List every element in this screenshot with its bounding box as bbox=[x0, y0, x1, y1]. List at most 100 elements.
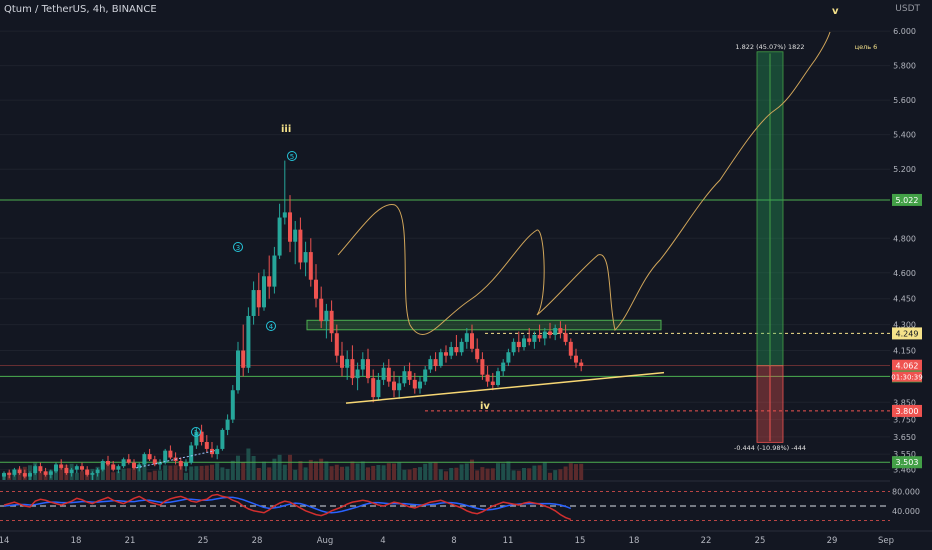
candle-body bbox=[142, 454, 147, 465]
volume-bar bbox=[563, 466, 568, 480]
volume-bar bbox=[433, 462, 438, 480]
price-label-box bbox=[892, 404, 922, 417]
volume-bar bbox=[511, 470, 516, 480]
volume-bar bbox=[303, 467, 308, 480]
candle-body bbox=[376, 379, 381, 398]
volume-bar bbox=[59, 466, 64, 480]
candle-body bbox=[490, 381, 495, 386]
volume-bar bbox=[168, 465, 173, 480]
candle-body bbox=[433, 359, 438, 367]
x-tick-label: 18 bbox=[71, 536, 82, 546]
volume-bar bbox=[464, 463, 469, 480]
volume-bar bbox=[392, 463, 396, 480]
volume-bar bbox=[568, 463, 573, 480]
candle-body bbox=[33, 466, 38, 474]
candle-body bbox=[100, 461, 105, 470]
price-label-text: 3.503 bbox=[896, 458, 919, 467]
volume-bar bbox=[204, 465, 209, 480]
candle-body bbox=[464, 333, 469, 342]
wave-circle-number-5: 5 bbox=[290, 153, 294, 161]
x-tick-label: 29 bbox=[827, 536, 838, 546]
candle-body bbox=[355, 369, 360, 379]
candle-body bbox=[199, 431, 204, 443]
volume-bar bbox=[558, 469, 563, 480]
y-tick-label: 5.600 bbox=[893, 96, 916, 105]
candle-body bbox=[194, 431, 199, 446]
volume-bar bbox=[480, 467, 485, 480]
volume-bar bbox=[501, 463, 506, 480]
wave-circle-marker bbox=[233, 242, 243, 252]
candle-body bbox=[314, 279, 318, 299]
price-label-text: 4.249 bbox=[896, 329, 919, 338]
candle-body bbox=[277, 217, 282, 256]
candle-body bbox=[137, 464, 142, 468]
volume-bar bbox=[475, 470, 480, 480]
x-tick-label: 18 bbox=[629, 536, 640, 546]
volume-bar bbox=[132, 466, 136, 480]
candle-body bbox=[204, 442, 209, 449]
volume-bar bbox=[522, 468, 526, 480]
volume-bar bbox=[371, 465, 376, 480]
volume-bar bbox=[366, 467, 370, 480]
x-tick-label: 8 bbox=[451, 536, 456, 546]
candle-body bbox=[12, 469, 17, 475]
candle-body bbox=[54, 464, 58, 472]
volume-bar bbox=[532, 465, 537, 480]
wave-circle-marker bbox=[287, 151, 297, 161]
volume-bar bbox=[402, 469, 407, 480]
candle-body bbox=[308, 252, 313, 280]
candle-body bbox=[418, 381, 422, 389]
volume-bar bbox=[241, 462, 246, 480]
x-tick-label: 22 bbox=[701, 536, 712, 546]
candle-body bbox=[527, 338, 532, 342]
candle-body bbox=[568, 341, 573, 356]
candle-body bbox=[90, 473, 95, 475]
volume-bar bbox=[548, 472, 552, 480]
volume-bar bbox=[496, 463, 500, 480]
volume-bar bbox=[80, 471, 84, 480]
candle-body bbox=[537, 334, 542, 339]
candle-body bbox=[267, 276, 272, 287]
candle-body bbox=[407, 371, 412, 380]
candle-body bbox=[22, 473, 27, 477]
volume-bar bbox=[246, 448, 251, 480]
volume-bar bbox=[553, 470, 558, 480]
y-tick-label: 4.300 bbox=[893, 321, 916, 330]
volume-bar bbox=[454, 467, 459, 480]
candle-body bbox=[163, 450, 168, 463]
candle-body bbox=[293, 229, 298, 242]
candle-body bbox=[553, 328, 558, 335]
candle-body bbox=[80, 466, 84, 470]
candle-body bbox=[152, 459, 157, 465]
price-label-text: 3.800 bbox=[896, 407, 919, 416]
candle-body bbox=[548, 331, 552, 335]
volume-bar bbox=[256, 468, 261, 480]
candle-body bbox=[85, 469, 90, 475]
volume-bar bbox=[506, 461, 511, 480]
wave-label-iii: iii bbox=[281, 124, 291, 135]
wave-circle-number-4: 4 bbox=[269, 323, 274, 331]
volume-bar bbox=[579, 463, 584, 480]
volume-bar bbox=[158, 470, 162, 480]
candle-body bbox=[563, 333, 568, 342]
candle-body bbox=[246, 315, 251, 368]
x-tick-label: 4 bbox=[380, 536, 385, 546]
candle-body bbox=[48, 471, 53, 475]
candle-body bbox=[511, 341, 516, 353]
volume-bar bbox=[116, 471, 121, 480]
volume-bar bbox=[189, 466, 194, 480]
candle-body bbox=[272, 255, 277, 287]
price-label-text: 4.062 bbox=[896, 362, 919, 371]
candle-body bbox=[7, 473, 12, 475]
volume-bar bbox=[230, 460, 235, 480]
y-tick-label: 4.450 bbox=[893, 295, 916, 304]
volume-bar bbox=[418, 467, 422, 480]
volume-bar bbox=[121, 468, 126, 480]
volume-bar bbox=[163, 465, 168, 480]
volume-bar bbox=[137, 465, 142, 480]
volume-bar bbox=[423, 463, 428, 480]
symbol-header: Qtum / TetherUS, 4h, BINANCE bbox=[4, 4, 157, 15]
volume-bar bbox=[152, 470, 157, 480]
volume-bar bbox=[225, 468, 230, 480]
